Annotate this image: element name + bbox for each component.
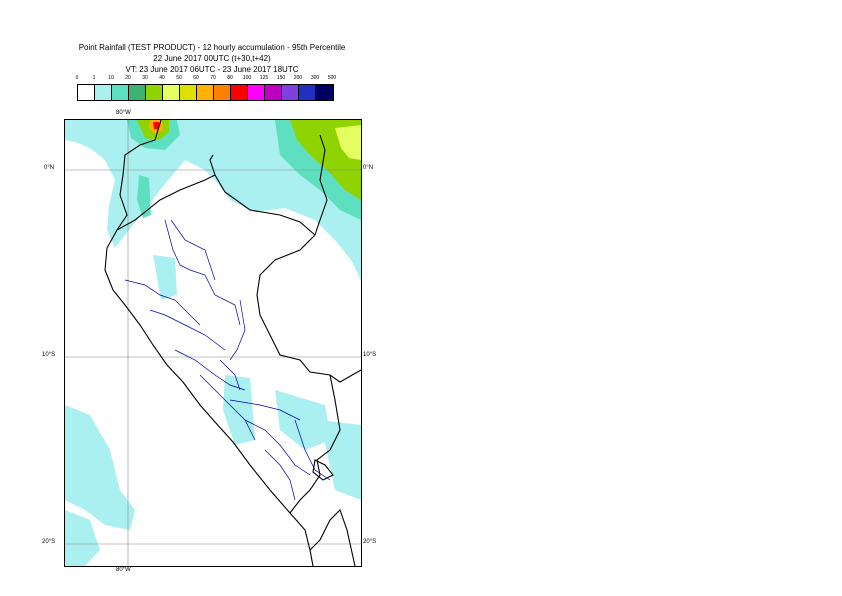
lon-label-top: 80°W [116, 110, 131, 116]
legend-label-300: 300 [310, 75, 320, 81]
legend-swatch-20 [129, 85, 146, 100]
coastline [104, 120, 314, 566]
rain-area-andes-3 [275, 390, 331, 450]
border-peru-bolivia [289, 374, 341, 514]
rain-area-andes-1 [153, 255, 177, 300]
region-boundary-3 [149, 309, 226, 351]
legend-label-20: 20 [125, 75, 131, 81]
color-legend: 0 1 10 20 30 40 50 60 70 80 100 125 150 200 300 500 [75, 75, 347, 101]
map-canvas [65, 120, 361, 566]
legend-swatch-50 [180, 85, 197, 100]
legend-swatch-200 [299, 85, 316, 100]
lat-label-0-left: 0°N [44, 165, 55, 171]
lat-label-10-left: 10°S [42, 352, 56, 358]
legend-label-70: 70 [210, 75, 216, 81]
title-line-valid-time: VT: 23 June 2017 06UTC - 23 June 2017 18… [125, 65, 299, 74]
legend-swatch-150 [282, 85, 299, 100]
legend-swatch-60 [197, 85, 214, 100]
border-ecuador-peru [116, 154, 216, 231]
country-borders [104, 120, 361, 566]
legend-label-40: 40 [159, 75, 165, 81]
lat-label-20-right: 20°S [363, 539, 377, 545]
legend-bar [77, 84, 334, 101]
region-boundary-9 [294, 419, 331, 481]
border-colombia-brazil [314, 134, 328, 236]
legend-label-150: 150 [276, 75, 286, 81]
region-boundary-10 [229, 299, 246, 361]
region-boundary-6 [229, 399, 301, 421]
legend-swatch-0 [78, 85, 95, 100]
legend-label-0: 0 [75, 75, 79, 81]
map-title: Point Rainfall (TEST PRODUCT) - 12 hourl… [0, 42, 424, 75]
graticule [65, 120, 361, 566]
region-boundary-4 [174, 349, 246, 391]
region-boundary-7 [244, 419, 311, 476]
lat-label-10-right: 10°S [363, 352, 377, 358]
lon-label-bottom: 80°W [116, 567, 131, 573]
region-boundary-5 [199, 374, 256, 441]
legend-label-30: 30 [142, 75, 148, 81]
map-panel[interactable] [64, 119, 362, 567]
region-boundary-12 [219, 359, 241, 391]
lat-label-0-right: 0°N [363, 165, 374, 171]
region-boundary-8 [264, 449, 296, 501]
legend-label-10: 10 [108, 75, 114, 81]
region-boundary-1 [164, 219, 241, 326]
border-bolivia-chile [309, 508, 356, 566]
legend-label-50: 50 [176, 75, 182, 81]
title-line-base-time: 22 June 2017 00UTC (t+30,t+42) [153, 54, 271, 63]
region-boundaries [124, 219, 331, 501]
rain-area-andes-2 [223, 375, 255, 445]
rain-area-ocean-far-sw [65, 510, 100, 566]
legend-swatch-100 [248, 85, 265, 100]
legend-swatch-30 [146, 85, 163, 100]
legend-labels: 0 1 10 20 30 40 50 60 70 80 100 125 150 200 300 500 [75, 75, 347, 84]
rain-area-ocean-sw [65, 405, 135, 530]
region-boundary-2 [124, 279, 201, 326]
legend-label-100: 100 [242, 75, 252, 81]
legend-label-500: 500 [327, 75, 337, 81]
legend-swatch-10 [112, 85, 129, 100]
legend-swatch-40 [163, 85, 180, 100]
legend-swatch-300 [316, 85, 333, 100]
legend-label-60: 60 [193, 75, 199, 81]
legend-swatch-125 [265, 85, 282, 100]
lat-label-20-left: 20°S [42, 539, 56, 545]
lake-titicaca [312, 459, 334, 481]
rain-area-streak-coast [137, 175, 151, 218]
title-line-product: Point Rainfall (TEST PRODUCT) - 12 hourl… [78, 43, 346, 52]
legend-swatch-1 [95, 85, 112, 100]
region-boundary-11 [170, 219, 216, 281]
border-peru-brazil [256, 234, 361, 383]
legend-label-80: 80 [227, 75, 233, 81]
legend-label-200: 200 [293, 75, 303, 81]
rain-area-south-east [320, 420, 361, 500]
legend-label-1: 1 [92, 75, 96, 81]
rain-area-core-nw [153, 122, 159, 129]
border-colombia-peru [214, 174, 316, 236]
legend-label-125: 125 [259, 75, 269, 81]
rain-area-peak-ne [335, 125, 361, 160]
legend-swatch-70 [214, 85, 231, 100]
rain-area-light-strip [65, 120, 110, 160]
legend-swatch-80 [231, 85, 248, 100]
rainfall-field [65, 120, 361, 566]
